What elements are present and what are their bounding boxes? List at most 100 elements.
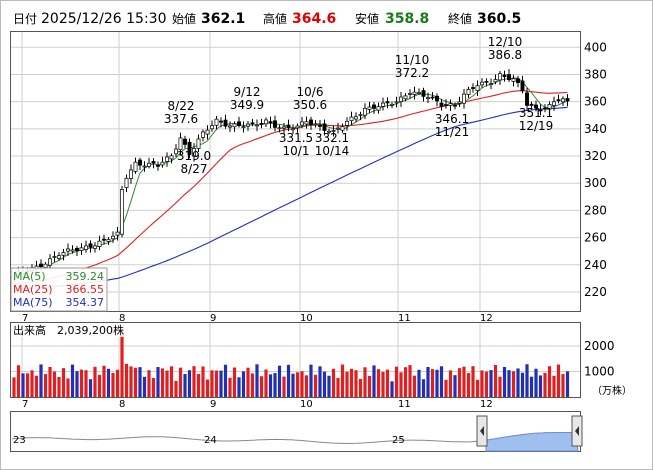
volume-value: 2,039,200株 [57,323,124,337]
overview-tick-label: 23 [13,435,26,446]
volume-bar [48,366,52,397]
overview-right-handle[interactable] [571,415,583,447]
candle [192,143,196,162]
volume-bar [250,373,255,397]
volume-bar [394,366,399,397]
volume-bar [192,366,196,397]
candle [138,157,142,171]
candle [394,96,399,108]
overview-navigator[interactable]: 23 24 25 [11,415,583,452]
volume-bar [138,367,142,397]
volume-bar [201,366,205,397]
candle [520,75,525,94]
volume-bar [174,381,178,397]
volume-bar [237,377,241,397]
volume-bar [534,368,538,397]
candle [255,119,259,132]
volume-bar [412,375,417,397]
volume-bar [336,377,340,397]
axis-ticks: 400 380 360 340 320 300 280 260 240 220 7 7 8 8 9 9 10 10… [22,40,615,410]
volume-bar [466,373,471,397]
candle [120,186,124,238]
candle [52,251,57,262]
candle [124,174,129,193]
volume-bar [106,368,111,397]
candle [439,98,444,111]
candle [66,243,70,256]
candle [183,135,187,149]
candle [115,226,120,241]
ma75-value: 354.37 [66,296,105,309]
volume-bar [124,363,129,397]
volume-bar [444,379,448,397]
volume-bar [300,371,304,397]
volume-bar [142,376,147,397]
volume-bar [232,367,237,397]
price-tick-label: 360 [584,95,607,109]
volume-bar [183,374,187,397]
volume-tick-label: 2000 [584,339,615,353]
candle [291,124,295,134]
candle [475,80,480,96]
candle [232,121,237,132]
candle [309,116,313,130]
volume-bar [66,378,70,397]
candle [430,91,435,101]
volume-month-tick-label: 8 [119,399,125,410]
ma5-label: MA(5) [13,270,46,283]
volume-bar [484,371,489,397]
candle [340,123,345,133]
candle [79,243,84,256]
candle [471,83,475,93]
datetime-value: 2025/12/26 15:30 [41,11,167,27]
candle [538,104,543,116]
candle [322,119,327,136]
volume-bar [322,371,327,397]
candle [516,75,520,88]
volume-bar [97,374,102,397]
candle [300,116,304,129]
price-tick-label: 380 [584,67,607,81]
candle [349,111,354,126]
volume-bar [133,367,138,397]
volume-bar [372,365,376,397]
candle [399,91,403,107]
candle [88,240,93,253]
candle [259,118,264,129]
candle [327,128,331,135]
volume-bar [12,377,16,397]
price-tick-label: 400 [584,40,607,54]
volume-bar [255,364,259,397]
volume-bar [507,370,511,397]
candle [345,117,349,131]
overview-selection[interactable] [485,432,579,452]
candle [408,89,412,99]
candle [381,97,385,111]
overview-left-handle[interactable] [476,415,488,447]
candle [169,153,174,164]
volume-bar [223,364,228,397]
candle [498,70,502,85]
ma25-label: MA(25) [13,283,53,296]
volume-bar [475,379,480,397]
price-panel-frame [10,31,581,312]
volume-bar [16,365,21,397]
volume-bar [79,369,84,397]
candle [165,152,169,167]
annotation-date: 12/19 [519,119,554,133]
candle [304,116,309,129]
volume-label: 出来高 [13,323,46,337]
volume-bar [277,365,282,397]
candle [84,240,88,253]
candle [543,104,547,113]
candle [367,101,372,114]
annotation-value: 386.8 [488,48,522,62]
candle [147,157,151,169]
volume-bar [421,379,426,397]
candle [286,119,291,132]
volume-bar [264,369,268,397]
volume-bar [21,373,25,397]
volume-month-tick-label: 12 [480,399,493,410]
close-value: 360.5 [477,11,521,27]
